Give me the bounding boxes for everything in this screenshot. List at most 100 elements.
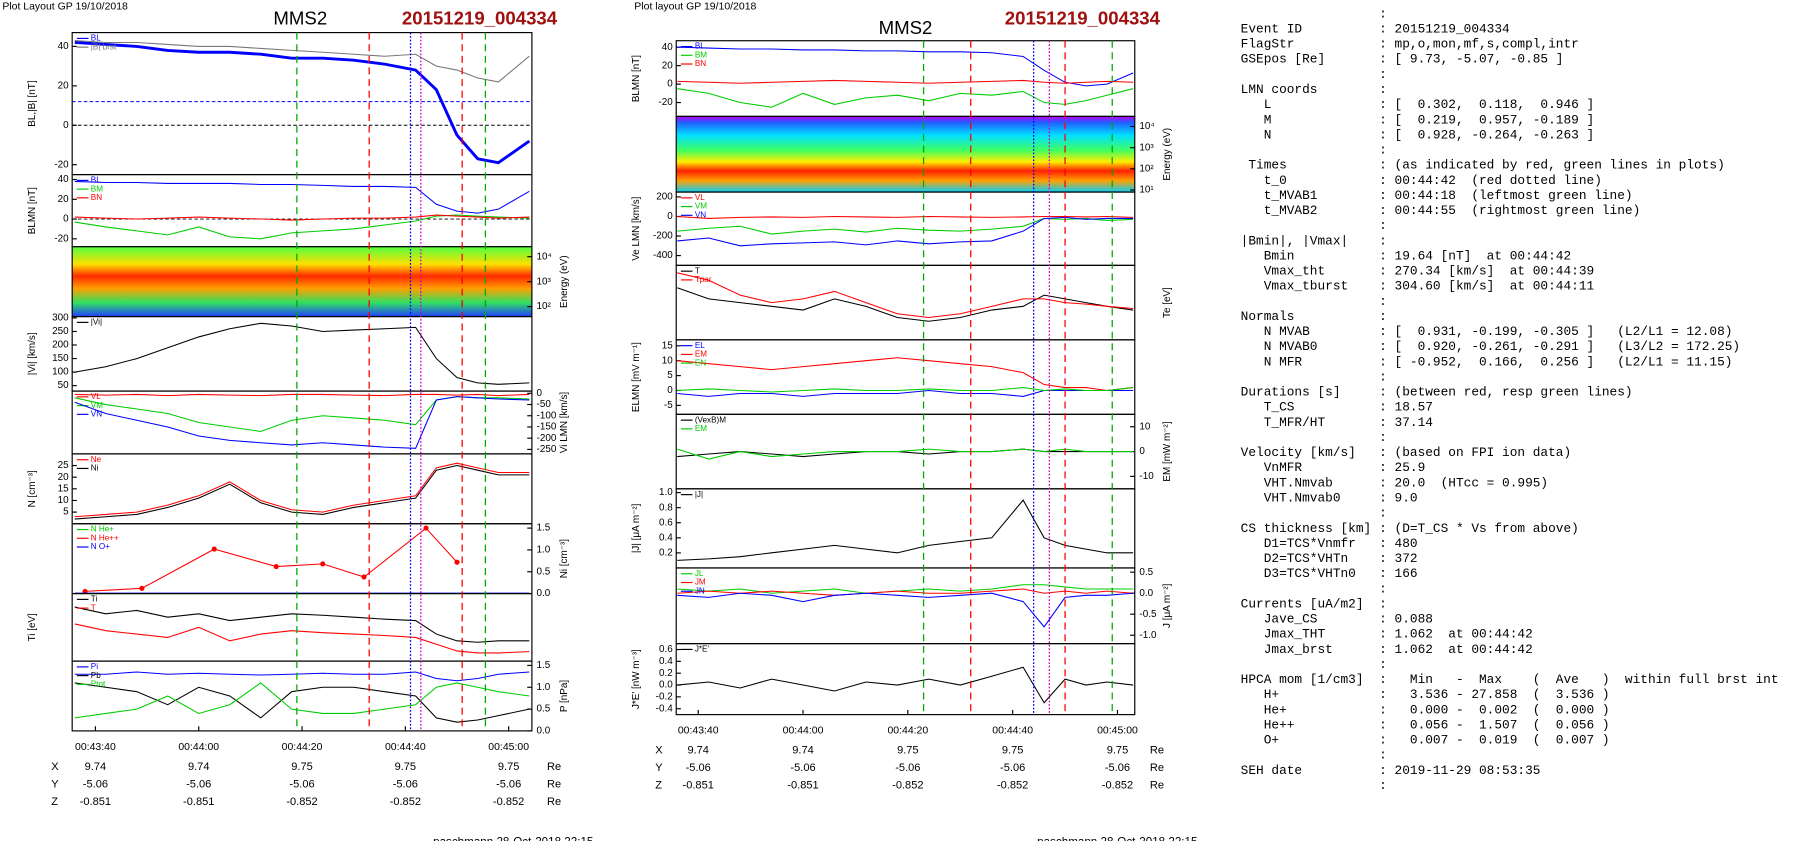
- data-line: [74, 671, 530, 682]
- y-tick-label: 25: [58, 460, 69, 471]
- y-axis-label: N [cm⁻³]: [27, 470, 38, 507]
- data-line: [677, 216, 1134, 247]
- y-tick-label: -200: [537, 433, 557, 444]
- data-line: [74, 465, 530, 520]
- y-tick-label: -5: [664, 400, 673, 411]
- y-tick-label: 0.0: [659, 680, 673, 691]
- info-value: : [ 0.931, -0.199, -0.305 ] (L2/L1 = 12.…: [1379, 324, 1732, 339]
- info-value: : 480: [1379, 536, 1417, 551]
- info-value: : 00:44:18 (leftmost green line): [1379, 188, 1632, 203]
- position-unit: Re: [547, 761, 561, 773]
- data-line: [677, 448, 1134, 460]
- position-value: 9.74: [85, 761, 107, 773]
- y-tick-label: 0.0: [537, 726, 551, 737]
- x-tick-label: 00:44:20: [887, 726, 928, 737]
- y-tick-label: 250: [52, 326, 69, 337]
- info-value: : 0.007 - 0.019 ( 0.007 ): [1379, 733, 1609, 748]
- data-line: [74, 682, 530, 719]
- position-value: -0.852: [390, 796, 421, 808]
- info-key: Currents [uA/m2]: [1241, 596, 1364, 611]
- info-value: : 20.0 (HTcc = 0.995): [1379, 475, 1548, 490]
- info-value: : (as indicated by red, green lines in p…: [1379, 158, 1725, 173]
- info-value: : 9.0: [1379, 491, 1417, 506]
- info-key: N MVAB0: [1241, 339, 1318, 354]
- legend-label: Pi: [91, 662, 98, 671]
- data-point: [320, 561, 326, 567]
- y-axis-label: |Vi| [km/s]: [27, 332, 38, 375]
- y-axis-label: ELMN [mV m⁻¹]: [631, 342, 642, 412]
- legend-label: |Vi|: [91, 318, 102, 327]
- info-key: Jmax_brst: [1241, 642, 1333, 657]
- y-tick-label: 40: [662, 42, 673, 53]
- y-tick-label: 200: [52, 340, 69, 351]
- legend-label: |B| brst: [91, 42, 117, 51]
- info-value: :: [1379, 778, 1387, 793]
- info-key: L: [1241, 97, 1272, 112]
- y-tick-label: 0.0: [1139, 588, 1153, 599]
- position-value: 9.75: [897, 745, 919, 757]
- info-value: : (D=T_CS * Vs from above): [1379, 521, 1579, 536]
- data-line: [74, 606, 530, 643]
- position-unit: Re: [547, 796, 561, 808]
- legend-label: JM: [695, 578, 706, 587]
- data-point: [273, 563, 279, 570]
- y-tick-label: 0: [1139, 446, 1145, 457]
- position-value: -5.06: [895, 762, 920, 774]
- y-tick-label: 15: [58, 483, 69, 494]
- info-key: Event ID: [1241, 21, 1303, 36]
- info-key: T_CS: [1241, 400, 1295, 415]
- y-tick-label: -100: [537, 410, 557, 421]
- info-value: : 18.57: [1379, 400, 1433, 415]
- x-tick-label: 00:45:00: [488, 742, 529, 753]
- y-tick-label: 5: [63, 507, 69, 518]
- y-axis-label: J [μA m⁻²]: [1162, 583, 1173, 628]
- data-line: [74, 214, 530, 240]
- y-tick-label: 0.2: [659, 547, 673, 558]
- y-tick-label: 0: [63, 120, 69, 131]
- info-value: : 270.34 [km/s] at 00:44:39: [1379, 264, 1594, 279]
- y-tick-label: 10⁴: [537, 251, 552, 262]
- info-key: Vmax_tht: [1241, 264, 1325, 279]
- y-tick-label: 10: [58, 495, 69, 506]
- spectrogram: [676, 116, 1135, 193]
- legend-label: VL: [91, 392, 101, 401]
- info-key: H+: [1241, 687, 1279, 702]
- data-line: [677, 588, 1134, 596]
- legend-label: EM: [695, 350, 707, 359]
- info-value: : 25.9: [1379, 460, 1425, 475]
- info-key: GSEpos [Re]: [1241, 52, 1325, 67]
- position-value: 9.75: [1107, 745, 1129, 757]
- y-tick-label: -0.5: [1139, 609, 1157, 620]
- event-title: 20151219_004334: [1005, 8, 1161, 29]
- data-line: [677, 217, 1134, 235]
- legend-label: T: [695, 266, 700, 275]
- legend-label: T: [91, 603, 96, 612]
- info-value: : 2019-11-29 08:53:35: [1379, 763, 1540, 778]
- legend-label: VN: [695, 210, 706, 219]
- y-tick-label: 1.5: [537, 523, 551, 534]
- legend-label: N He++: [91, 533, 119, 542]
- y-tick-label: 10²: [1139, 163, 1154, 174]
- event-title: 20151219_004334: [402, 8, 558, 29]
- position-label: Y: [51, 778, 59, 790]
- y-tick-label: 0.6: [659, 644, 673, 655]
- y-tick-label: 5: [667, 370, 673, 381]
- y-tick-label: 20: [58, 80, 69, 91]
- position-value: 9.74: [188, 761, 210, 773]
- y-tick-label: 50: [58, 380, 69, 391]
- y-tick-label: 0.6: [659, 517, 673, 528]
- info-key: Times: [1241, 158, 1287, 173]
- y-axis-label: EM [mW m⁻²]: [1162, 421, 1173, 481]
- legend-label: JN: [695, 586, 705, 595]
- legend-label: VM: [91, 401, 103, 410]
- position-value: -5.06: [1105, 762, 1130, 774]
- footer: paschmann 28-Oct-2018 22:15: [433, 836, 593, 841]
- data-line: [74, 462, 530, 518]
- y-axis-label: Ti [eV]: [27, 613, 38, 641]
- legend-label: BN: [695, 59, 706, 68]
- y-tick-label: 0: [667, 211, 673, 222]
- panel-frame: [675, 567, 1136, 645]
- info-key: t_MVAB1: [1241, 188, 1318, 203]
- info-value: : 3.536 - 27.858 ( 3.536 ): [1379, 687, 1609, 702]
- position-value: 9.75: [1002, 745, 1024, 757]
